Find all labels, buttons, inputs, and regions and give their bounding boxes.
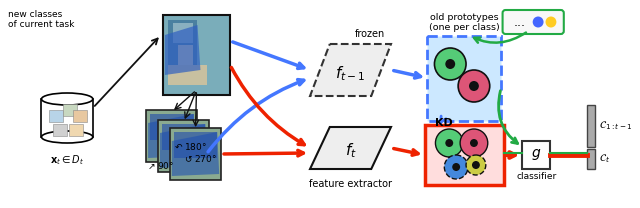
Circle shape <box>472 161 480 169</box>
FancyBboxPatch shape <box>502 10 564 34</box>
Circle shape <box>545 16 556 27</box>
Circle shape <box>445 59 455 69</box>
Circle shape <box>435 129 463 157</box>
Text: frozen: frozen <box>355 29 385 39</box>
Circle shape <box>445 139 453 147</box>
Text: old prototypes
(one per class): old prototypes (one per class) <box>429 13 499 32</box>
Text: $f_t$: $f_t$ <box>344 142 356 160</box>
Circle shape <box>435 48 466 80</box>
Polygon shape <box>165 25 200 75</box>
Bar <box>173 23 193 43</box>
Bar <box>163 15 230 95</box>
Bar <box>146 110 198 162</box>
Text: $\mathcal{C}_{1:t-1}$: $\mathcal{C}_{1:t-1}$ <box>599 120 633 132</box>
Text: $f_{t-1}$: $f_{t-1}$ <box>335 65 365 83</box>
Bar <box>424 125 504 185</box>
Circle shape <box>466 155 486 175</box>
Bar <box>522 141 550 169</box>
Bar <box>170 128 221 180</box>
Text: $\mathbf{x}_t \in D_t$: $\mathbf{x}_t \in D_t$ <box>50 153 84 167</box>
Bar <box>158 120 209 172</box>
Text: KD: KD <box>435 118 452 128</box>
Bar <box>150 114 193 140</box>
Bar <box>162 124 205 150</box>
Polygon shape <box>148 114 195 158</box>
Circle shape <box>460 129 488 157</box>
Circle shape <box>458 70 490 102</box>
Text: $\nearrow$90°: $\nearrow$90° <box>146 161 174 171</box>
Bar <box>63 104 77 116</box>
Bar <box>427 36 501 120</box>
Circle shape <box>532 16 543 27</box>
Text: feature extractor: feature extractor <box>309 179 392 189</box>
Text: new classes
of current task: new classes of current task <box>8 10 74 29</box>
Text: $\circlearrowleft$270°: $\circlearrowleft$270° <box>182 152 216 163</box>
Bar <box>168 65 207 85</box>
Bar <box>168 20 198 65</box>
Bar <box>49 110 63 122</box>
Polygon shape <box>160 124 207 168</box>
Polygon shape <box>310 127 391 169</box>
Polygon shape <box>42 99 93 137</box>
Ellipse shape <box>42 131 93 143</box>
Ellipse shape <box>42 93 93 105</box>
Text: classifier: classifier <box>516 172 556 181</box>
Text: $g$: $g$ <box>531 147 541 162</box>
Circle shape <box>444 155 468 179</box>
Text: ...: ... <box>513 16 525 28</box>
Bar <box>586 149 595 169</box>
Polygon shape <box>310 44 391 96</box>
Circle shape <box>470 139 478 147</box>
Bar <box>53 124 67 136</box>
Bar <box>586 105 595 147</box>
Bar <box>73 110 87 122</box>
Text: $\curvearrowleft$180°: $\curvearrowleft$180° <box>173 140 207 151</box>
Text: $\mathcal{C}_t$: $\mathcal{C}_t$ <box>599 153 611 165</box>
Circle shape <box>452 163 460 171</box>
Bar <box>174 132 217 158</box>
Polygon shape <box>172 132 219 176</box>
Bar <box>178 45 193 75</box>
Circle shape <box>469 81 479 91</box>
Bar <box>69 124 83 136</box>
